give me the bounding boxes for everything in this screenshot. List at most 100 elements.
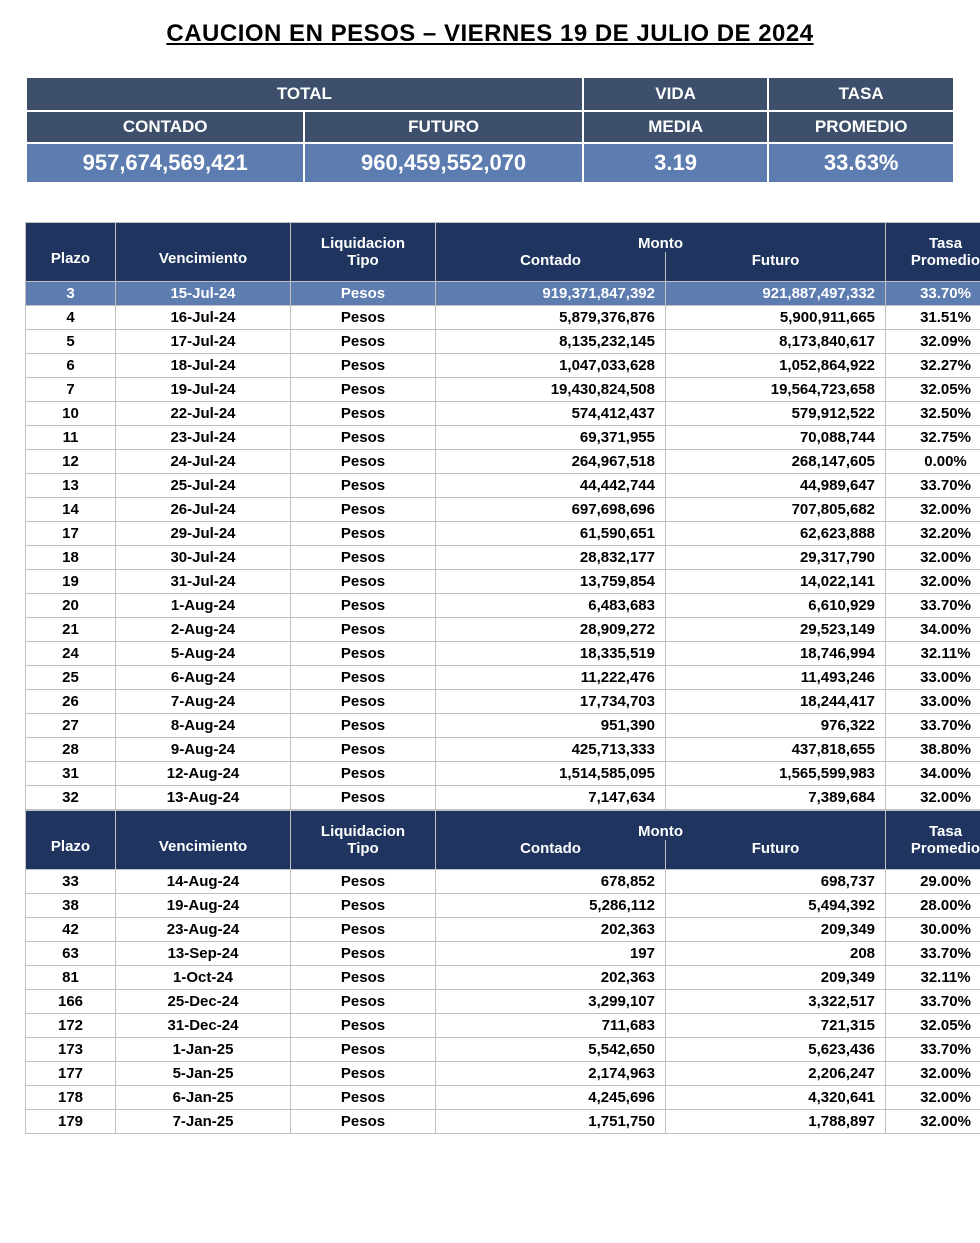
col-tasa-header-2: Tasa <box>886 811 980 841</box>
summary-total-header: TOTAL <box>26 77 583 111</box>
table-cell: 20 <box>26 594 116 618</box>
table-cell: 25-Jul-24 <box>116 474 291 498</box>
table-cell: 24-Jul-24 <box>116 450 291 474</box>
table-cell: 24 <box>26 642 116 666</box>
table-cell: 3 <box>26 282 116 306</box>
table-cell: 18,244,417 <box>666 690 886 714</box>
table-cell: 31-Dec-24 <box>116 1014 291 1038</box>
table-cell: 13-Sep-24 <box>116 942 291 966</box>
table-cell: Pesos <box>291 1014 436 1038</box>
table-cell: 7-Jan-25 <box>116 1110 291 1134</box>
table-cell: 574,412,437 <box>436 402 666 426</box>
table-cell: 919,371,847,392 <box>436 282 666 306</box>
table-cell: Pesos <box>291 1062 436 1086</box>
table-cell: 425,713,333 <box>436 738 666 762</box>
summary-header-row-2: CONTADO FUTURO MEDIA PROMEDIO <box>26 111 954 143</box>
summary-header-row-1: TOTAL VIDA TASA <box>26 77 954 111</box>
table-row: 256-Aug-24Pesos11,222,47611,493,24633.00… <box>26 666 980 690</box>
detail-header-top-2: Plazo Vencimiento Liquidacion Monto Tasa <box>26 811 980 841</box>
summary-value-row: 957,674,569,421 960,459,552,070 3.19 33.… <box>26 143 954 183</box>
table-cell: 14,022,141 <box>666 570 886 594</box>
table-cell: 61,590,651 <box>436 522 666 546</box>
table-cell: 5,879,376,876 <box>436 306 666 330</box>
col-plazo-header-2: Plazo <box>26 811 116 870</box>
table-cell: 32.09% <box>886 330 980 354</box>
table-row: 1775-Jan-25Pesos2,174,9632,206,24732.00% <box>26 1062 980 1086</box>
table-cell: Pesos <box>291 894 436 918</box>
table-row: 1729-Jul-24Pesos61,590,65162,623,88832.2… <box>26 522 980 546</box>
table-cell: 32.00% <box>886 786 980 810</box>
summary-vida-header: VIDA <box>583 77 769 111</box>
table-cell: Pesos <box>291 570 436 594</box>
table-cell: 62,623,888 <box>666 522 886 546</box>
table-cell: 31 <box>26 762 116 786</box>
table-row: 1123-Jul-24Pesos69,371,95570,088,74432.7… <box>26 426 980 450</box>
table-cell: 15-Jul-24 <box>116 282 291 306</box>
table-cell: 38.80% <box>886 738 980 762</box>
table-cell: 7,389,684 <box>666 786 886 810</box>
table-cell: Pesos <box>291 546 436 570</box>
table-cell: 33.70% <box>886 942 980 966</box>
table-cell: 44,442,744 <box>436 474 666 498</box>
table-cell: 33.70% <box>886 282 980 306</box>
table-cell: Pesos <box>291 786 436 810</box>
table-cell: 32.00% <box>886 1110 980 1134</box>
table-cell: 32.00% <box>886 1086 980 1110</box>
table-row: 1797-Jan-25Pesos1,751,7501,788,89732.00% <box>26 1110 980 1134</box>
table-cell: 6-Jan-25 <box>116 1086 291 1110</box>
table-cell: Pesos <box>291 594 436 618</box>
table-row: 212-Aug-24Pesos28,909,27229,523,14934.00… <box>26 618 980 642</box>
col-contado-header: Contado <box>436 252 666 282</box>
col-tasa-header: Tasa <box>886 223 980 253</box>
page-title: CAUCION EN PESOS – VIERNES 19 DE JULIO D… <box>25 20 955 48</box>
table-cell: 38 <box>26 894 116 918</box>
table-cell: 6-Aug-24 <box>116 666 291 690</box>
table-cell: 13-Aug-24 <box>116 786 291 810</box>
table-cell: 16-Jul-24 <box>116 306 291 330</box>
table-cell: 173 <box>26 1038 116 1062</box>
table-cell: 172 <box>26 1014 116 1038</box>
table-cell: 44,989,647 <box>666 474 886 498</box>
table-cell: 27 <box>26 714 116 738</box>
summary-table: TOTAL VIDA TASA CONTADO FUTURO MEDIA PRO… <box>25 76 955 184</box>
table-row: 1224-Jul-24Pesos264,967,518268,147,6050.… <box>26 450 980 474</box>
col-tipo-header: Tipo <box>291 252 436 282</box>
col-futuro-header: Futuro <box>666 252 886 282</box>
table-row: 719-Jul-24Pesos19,430,824,50819,564,723,… <box>26 378 980 402</box>
table-cell: 32.27% <box>886 354 980 378</box>
table-cell: 28,832,177 <box>436 546 666 570</box>
table-cell: 5,286,112 <box>436 894 666 918</box>
table-cell: 12 <box>26 450 116 474</box>
table-cell: 1,788,897 <box>666 1110 886 1134</box>
table-cell: 30-Jul-24 <box>116 546 291 570</box>
table-cell: 31.51% <box>886 306 980 330</box>
table-row: 201-Aug-24Pesos6,483,6836,610,92933.70% <box>26 594 980 618</box>
table-row: 315-Jul-24Pesos919,371,847,392921,887,49… <box>26 282 980 306</box>
table-cell: Pesos <box>291 666 436 690</box>
table-cell: 33.70% <box>886 990 980 1014</box>
table-cell: Pesos <box>291 966 436 990</box>
table-cell: 1,565,599,983 <box>666 762 886 786</box>
table-cell: 17,734,703 <box>436 690 666 714</box>
table-cell: Pesos <box>291 762 436 786</box>
detail-table-2: Plazo Vencimiento Liquidacion Monto Tasa… <box>25 810 980 1134</box>
table-cell: 63 <box>26 942 116 966</box>
summary-futuro-value: 960,459,552,070 <box>304 143 582 183</box>
table-cell: 698,737 <box>666 870 886 894</box>
table-cell: 32.00% <box>886 1062 980 1086</box>
summary-contado-value: 957,674,569,421 <box>26 143 304 183</box>
table-cell: 8-Aug-24 <box>116 714 291 738</box>
table-cell: Pesos <box>291 330 436 354</box>
table-cell: 4 <box>26 306 116 330</box>
table-cell: 28 <box>26 738 116 762</box>
table-cell: 29-Jul-24 <box>116 522 291 546</box>
table-cell: 678,852 <box>436 870 666 894</box>
table-row: 517-Jul-24Pesos8,135,232,1458,173,840,61… <box>26 330 980 354</box>
table-cell: 32.50% <box>886 402 980 426</box>
table-cell: 32.05% <box>886 1014 980 1038</box>
detail-table-1: Plazo Vencimiento Liquidacion Monto Tasa… <box>25 222 980 810</box>
table-cell: 951,390 <box>436 714 666 738</box>
table-cell: 19 <box>26 570 116 594</box>
table-cell: 29.00% <box>886 870 980 894</box>
table-cell: 33.70% <box>886 1038 980 1062</box>
